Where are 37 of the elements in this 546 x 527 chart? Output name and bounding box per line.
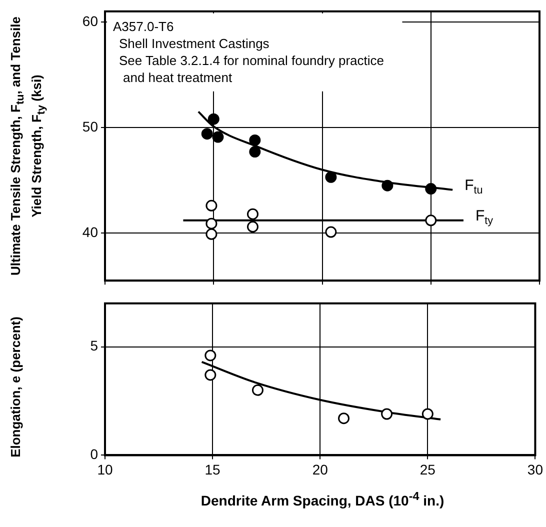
- y-tick-label: 40: [82, 224, 98, 240]
- point: [425, 183, 437, 195]
- point: [246, 221, 258, 233]
- point: [425, 214, 437, 226]
- point: [208, 113, 220, 125]
- point: [249, 134, 261, 146]
- x-tick-label: 20: [312, 461, 328, 478]
- point: [204, 350, 216, 362]
- point: [201, 128, 213, 140]
- annotation: A357.0-T6: [113, 18, 174, 34]
- point: [212, 131, 224, 143]
- point: [381, 408, 393, 420]
- y-axis-title: Elongation, e (percent): [8, 316, 24, 460]
- point: [252, 384, 264, 396]
- point: [206, 200, 218, 212]
- x-tick-label: 10: [97, 461, 113, 478]
- point: [206, 228, 218, 240]
- annotation: Shell Investment Castings: [119, 36, 270, 51]
- x-tick-label: 25: [420, 461, 436, 478]
- point: [422, 408, 434, 420]
- y-tick-label: 5: [90, 338, 98, 354]
- point: [325, 171, 337, 183]
- point: [249, 146, 261, 158]
- point: [325, 226, 337, 238]
- x-tick-label: 30: [527, 461, 544, 478]
- point: [206, 218, 218, 230]
- x-tick-label: 15: [204, 461, 221, 478]
- x-axis-title: Dendrite Arm Spacing, DAS (10$^{-4}$ in.): [200, 490, 446, 509]
- annotation: and heat treatment: [123, 70, 233, 85]
- y-tick-label: 0: [90, 446, 98, 462]
- annotation: See Table 3.2.1.4 for nominal foundry practice: [119, 52, 384, 68]
- y-tick-label: 50: [82, 118, 98, 134]
- y-tick-label: 60: [82, 12, 98, 29]
- point: [246, 208, 258, 220]
- point: [382, 180, 394, 192]
- point: [338, 412, 350, 424]
- point: [204, 369, 216, 381]
